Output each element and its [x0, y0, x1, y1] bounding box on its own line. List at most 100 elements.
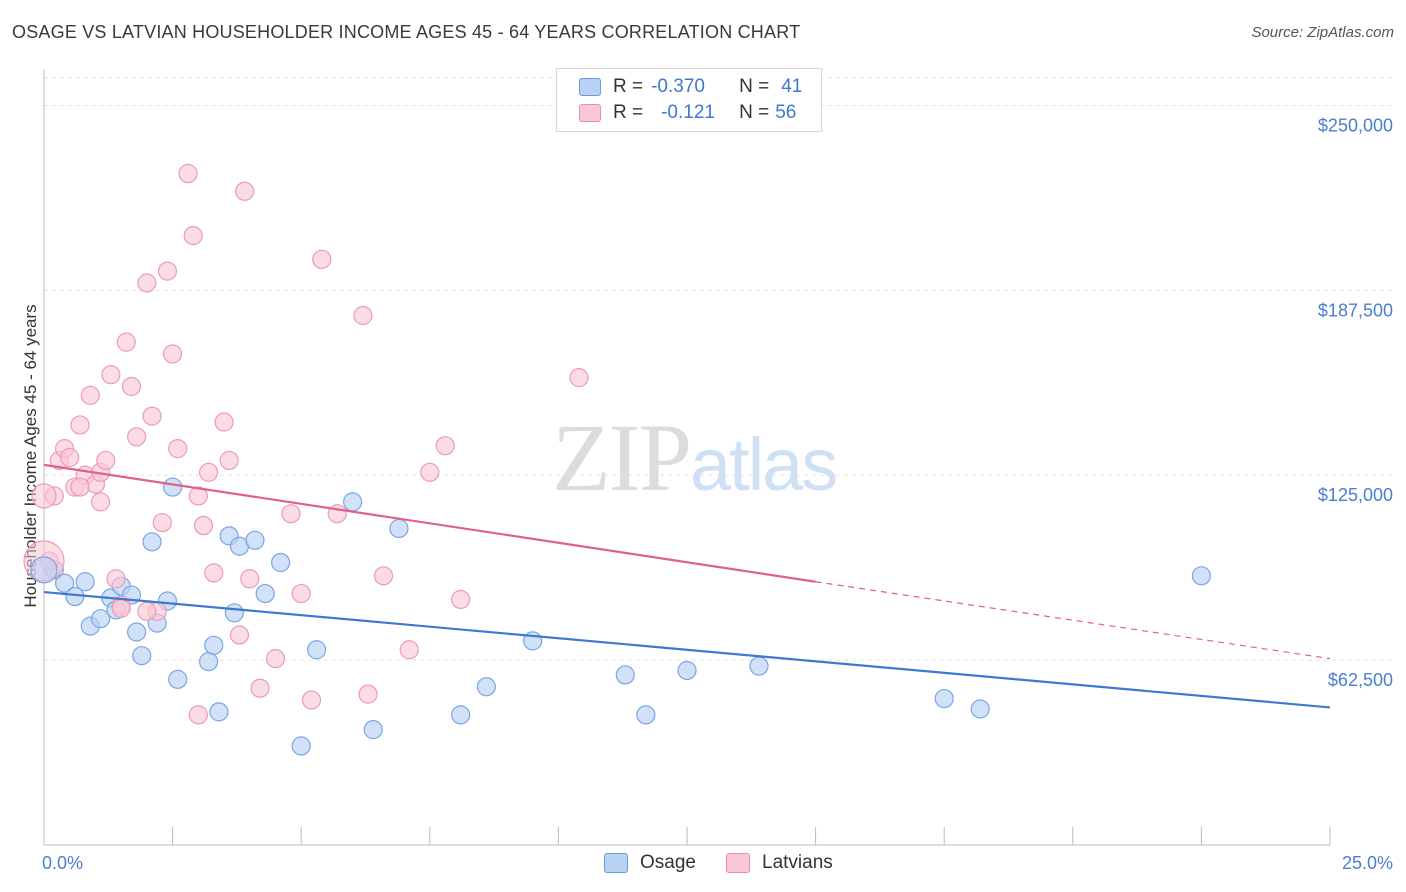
x-tick-label: 0.0%: [42, 853, 83, 873]
osage-n-value: 41: [781, 76, 803, 97]
osage-point: [209, 702, 229, 722]
latvians-point: [101, 365, 121, 385]
latvians-point: [137, 273, 157, 293]
latvians-point: [90, 492, 111, 512]
latvians-n-value: 56: [775, 102, 797, 123]
latvians-point: [353, 305, 373, 326]
latvians-point: [435, 436, 455, 456]
latvians-point: [569, 368, 589, 388]
osage-point: [199, 652, 219, 672]
osage-r-label: R =: [613, 76, 644, 97]
latvians-point: [312, 249, 332, 269]
latvians-point: [235, 181, 255, 201]
latvians-point: [31, 483, 57, 509]
source-label: Source: ZipAtlas.com: [1251, 24, 1394, 41]
osage-point: [677, 660, 697, 681]
watermark-atlas: atlas: [690, 423, 838, 506]
latvians-point: [121, 376, 142, 397]
chart-title: OSAGE VS LATVIAN HOUSEHOLDER INCOME AGES…: [12, 22, 801, 42]
latvians-point: [60, 447, 80, 468]
osage-point: [307, 640, 327, 660]
latvians-n-label: N =: [739, 102, 770, 123]
latvians-point: [373, 566, 394, 586]
latvians-point: [70, 415, 90, 435]
latvians-point: [281, 504, 301, 524]
osage-point: [126, 622, 147, 642]
latvians-point: [96, 450, 116, 471]
osage-point: [163, 477, 183, 497]
latvians-point: [399, 640, 419, 660]
y-tick-label: $62,500: [1328, 670, 1393, 690]
osage-point: [245, 530, 265, 550]
correlation-legend: R = -0.370 N = 41 R = -0.121 N = 56: [556, 68, 822, 132]
osage-point: [204, 635, 224, 655]
latvians-swatch: [579, 104, 601, 122]
latvians-point: [199, 462, 219, 482]
osage-point: [224, 603, 244, 623]
osage-point: [271, 552, 291, 573]
latvians-point: [183, 226, 203, 246]
latvians-point: [214, 412, 234, 432]
y-axis-label: Householder Income Ages 45 - 64 years: [21, 304, 40, 607]
latvians-point: [188, 705, 208, 725]
legend-item-osage: Osage: [604, 852, 696, 874]
latvians-point: [70, 477, 90, 497]
latvians-point: [80, 385, 100, 405]
osage-point: [142, 532, 162, 552]
latvians-point: [152, 512, 172, 533]
osage-point: [54, 573, 75, 593]
latvians-point: [106, 569, 126, 589]
y-tick-label: $250,000: [1318, 115, 1393, 135]
osage-point: [615, 665, 635, 685]
latvians-point: [240, 569, 260, 589]
latvians-point: [291, 583, 311, 604]
latvians-point: [188, 486, 208, 506]
legend-item-latvians: Latvians: [726, 852, 833, 874]
osage-point: [934, 688, 954, 709]
osage-point: [363, 720, 383, 740]
osage-point: [30, 556, 58, 584]
osage-n-label: N =: [739, 76, 770, 97]
osage-point: [970, 699, 990, 719]
x-tick-label: 25.0%: [1342, 853, 1393, 873]
latvians-point: [219, 450, 239, 471]
y-tick-label: $125,000: [1318, 485, 1393, 505]
latvians-point: [451, 589, 471, 610]
latvians-point: [358, 684, 378, 704]
latvians-point: [163, 344, 183, 364]
watermark-zip: ZIP: [552, 404, 692, 511]
legend-osage-label: Osage: [640, 852, 696, 873]
osage-point: [75, 572, 95, 592]
osage-point: [749, 656, 769, 676]
osage-point: [291, 736, 311, 756]
latvians-r-value: -0.121: [661, 102, 715, 123]
latvians-point: [137, 601, 157, 621]
latvians-trend-extension: [815, 581, 1331, 660]
osage-point: [1191, 566, 1212, 586]
legend-row-latvians: R = -0.121 N = 56: [579, 100, 796, 126]
osage-r-value: -0.370: [651, 76, 705, 97]
osage-point: [132, 646, 152, 666]
legend-latvians-swatch: [726, 853, 750, 873]
latvians-point: [116, 332, 136, 352]
latvians-point: [126, 427, 147, 447]
latvians-point: [301, 690, 322, 710]
latvians-point: [157, 261, 178, 281]
osage-point: [636, 705, 656, 725]
legend-latvians-label: Latvians: [762, 852, 833, 873]
series-legend: Osage Latvians: [0, 852, 1406, 878]
latvians-point: [142, 406, 162, 426]
y-tick-label: $187,500: [1318, 300, 1393, 320]
watermark: ZIPatlas: [552, 402, 838, 513]
latvians-point: [229, 625, 250, 645]
legend-row-osage: R = -0.370 N = 41: [579, 74, 802, 100]
osage-point: [255, 583, 275, 604]
osage-point: [168, 669, 188, 689]
latvians-point: [420, 462, 440, 482]
latvians-trend-line: [43, 463, 816, 583]
osage-point: [451, 705, 471, 725]
legend-osage-swatch: [604, 853, 628, 873]
osage-swatch: [579, 78, 601, 96]
latvians-point: [111, 598, 131, 618]
